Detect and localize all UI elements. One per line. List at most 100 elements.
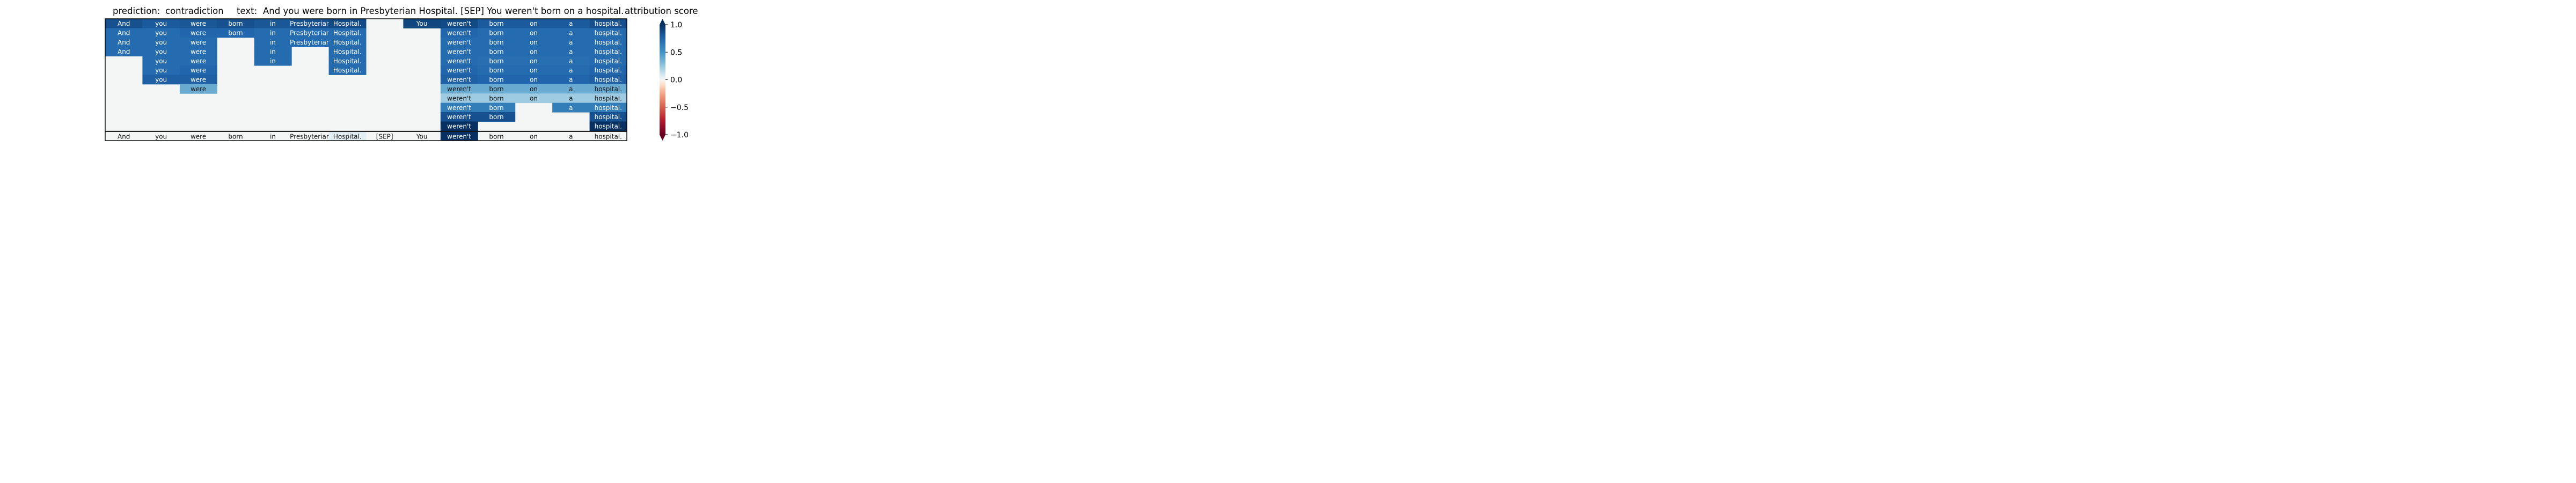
heatmap-cell <box>254 47 292 57</box>
bottom-row-token: Presbyterian <box>290 133 330 140</box>
heatmap-cell <box>142 75 180 85</box>
heatmap-cell-label: on <box>530 20 538 27</box>
heatmap-cell-label: in <box>270 39 276 46</box>
heatmap-cell-label: were <box>191 39 206 46</box>
heatmap-cell <box>179 84 217 94</box>
heatmap-cell-label: weren't <box>447 94 471 102</box>
heatmap-cell <box>552 37 590 47</box>
heatmap-cell <box>552 93 590 104</box>
heatmap-cell <box>440 37 478 47</box>
heatmap-cell-label: a <box>569 104 573 112</box>
heatmap-cell <box>552 28 590 38</box>
heatmap-cell <box>179 28 217 38</box>
bottom-row-token: on <box>530 133 538 140</box>
heatmap-cell-label: born <box>228 20 243 27</box>
heatmap-cell-label: Hospital. <box>333 30 362 37</box>
heatmap-cell <box>328 56 367 66</box>
heatmap-cell <box>254 28 292 38</box>
heatmap-cell-label: born <box>489 76 503 84</box>
heatmap-cell-label: Presbyterian <box>290 20 330 27</box>
heatmap-cell <box>440 121 478 131</box>
heatmap-cell <box>478 112 516 122</box>
heatmap-cell <box>552 19 590 28</box>
heatmap-cell-label: Presbyterian <box>290 30 330 37</box>
heatmap-cell-label: born <box>489 30 503 37</box>
prediction-label: prediction: <box>113 6 160 16</box>
bottom-row-cell <box>440 131 478 141</box>
heatmap-cell <box>478 28 516 38</box>
heatmap-cell-label: hospital. <box>595 123 622 130</box>
heatmap-cell-label: hospital. <box>595 113 622 121</box>
heatmap-cell-label: on <box>530 57 538 65</box>
heatmap-cell <box>515 75 553 85</box>
heatmap-cell <box>142 19 180 28</box>
heatmap-cell-label: were <box>191 76 206 84</box>
heatmap-cell <box>254 56 292 66</box>
heatmap-cell <box>179 19 217 28</box>
heatmap-cell <box>217 19 255 28</box>
heatmap-cell <box>142 28 180 38</box>
heatmap-cell-label: weren't <box>447 20 471 27</box>
heatmap-cell <box>105 19 143 28</box>
heatmap-cells: And you were born in Presbyterian Hospital. You… <box>105 19 627 141</box>
colorbar-tick-label: 0.5 <box>670 48 682 57</box>
heatmap-cell <box>515 28 553 38</box>
heatmap-cell-label: were <box>191 57 206 65</box>
heatmap-cell <box>328 47 367 57</box>
heatmap-cell <box>515 84 553 94</box>
heatmap-cell <box>254 37 292 47</box>
heatmap-cell-label: a <box>569 20 573 27</box>
heatmap-cell-label: hospital. <box>595 76 622 84</box>
heatmap-cell-label: weren't <box>447 67 471 74</box>
heatmap-cell <box>589 56 627 66</box>
colorbar-extend-max <box>660 19 665 25</box>
heatmap-cell-label: And <box>118 48 130 55</box>
heatmap-cell <box>105 47 143 57</box>
heatmap-cell-label: you <box>155 76 167 84</box>
heatmap-cell <box>589 112 627 122</box>
heatmap-cell-label: born <box>489 39 503 46</box>
heatmap-cell-label: weren't <box>447 123 471 130</box>
heatmap-cell <box>552 47 590 57</box>
heatmap-cell <box>440 84 478 94</box>
heatmap-cell-label: born <box>489 85 503 93</box>
heatmap-cell <box>440 112 478 122</box>
heatmap-cell <box>254 19 292 28</box>
heatmap-cell-label: you <box>155 48 167 55</box>
heatmap-cell-label: hospital. <box>595 85 622 93</box>
heatmap-cell <box>179 37 217 47</box>
heatmap-cell-label: on <box>530 94 538 102</box>
bottom-row-token: hospital. <box>595 133 622 140</box>
text-label: text: <box>237 6 258 16</box>
heatmap-cell <box>478 37 516 47</box>
heatmap-cell-label: weren't <box>447 39 471 46</box>
bottom-row-cell <box>328 131 367 141</box>
heatmap-cell-label: weren't <box>447 57 471 65</box>
heatmap-cell-label: in <box>270 20 276 27</box>
heatmap-cell <box>515 19 553 28</box>
heatmap-cell-label: on <box>530 67 538 74</box>
heatmap-cell-label: you <box>155 20 167 27</box>
heatmap-cell <box>142 47 180 57</box>
heatmap-cell <box>589 93 627 104</box>
heatmap-cell <box>589 65 627 75</box>
bottom-row-token: You <box>416 133 428 140</box>
heatmap-cell <box>403 19 441 28</box>
heatmap-cell-label: were <box>191 67 206 74</box>
text-value: And you were born in Presbyterian Hospit… <box>263 6 624 16</box>
bottom-row-token: Hospital. <box>333 133 362 140</box>
heatmap-cell-label: And <box>118 20 130 27</box>
heatmap-cell <box>552 56 590 66</box>
colorbar-tick-label: 0.0 <box>670 76 682 85</box>
heatmap-cell <box>478 65 516 75</box>
heatmap-cell <box>440 47 478 57</box>
bottom-row-cells: And you were born in Presbyterian Hospital. [SE… <box>105 131 627 141</box>
heatmap-cell <box>515 56 553 66</box>
heatmap-cell <box>515 37 553 47</box>
heatmap-cell-label: hospital. <box>595 104 622 112</box>
heatmap-cell-label: a <box>569 39 573 46</box>
heatmap-cell <box>142 37 180 47</box>
colorbar: 1.0 0.5 0.0 −0.5 −1.0 <box>660 19 689 141</box>
heatmap-cell <box>589 75 627 85</box>
prediction-value: contradiction <box>165 6 224 16</box>
